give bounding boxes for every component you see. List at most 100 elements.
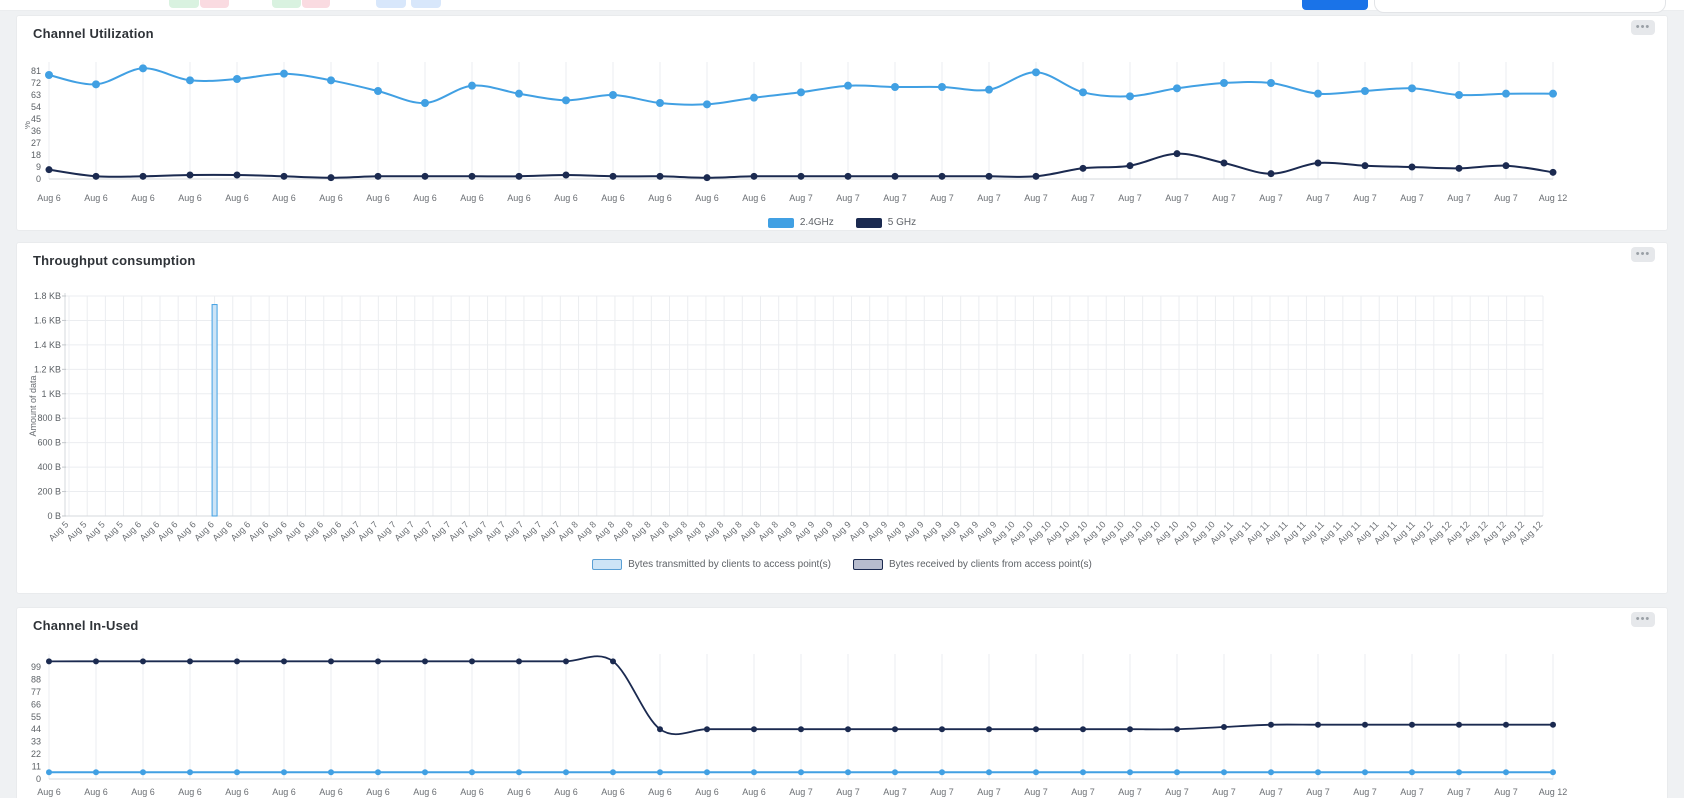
svg-text:0: 0 [36,774,41,784]
svg-text:Aug 7: Aug 7 [429,519,453,543]
svg-text:Aug 7: Aug 7 [930,193,954,203]
svg-text:44: 44 [31,724,41,734]
svg-text:Aug 6: Aug 6 [695,787,719,797]
svg-text:Aug 6: Aug 6 [178,787,202,797]
chart-legend: 2.4GHz 5 GHz [17,217,1667,228]
svg-text:Aug 7: Aug 7 [483,519,507,543]
chart-legend: Bytes transmitted by clients to access p… [17,559,1667,570]
svg-text:1.2 KB: 1.2 KB [34,364,61,374]
primary-action-button[interactable] [1302,0,1368,10]
legend-label: 5 GHz [887,217,917,228]
svg-text:800 B: 800 B [37,413,61,423]
svg-text:Aug 7: Aug 7 [1024,787,1048,797]
svg-text:Aug 6: Aug 6 [601,787,625,797]
svg-text:Aug 7: Aug 7 [930,787,954,797]
svg-text:Aug 7: Aug 7 [883,787,907,797]
legend-label: Bytes transmitted by clients to access p… [628,559,831,570]
svg-text:Aug 6: Aug 6 [319,193,343,203]
svg-text:Aug 6: Aug 6 [178,193,202,203]
svg-text:Aug 12: Aug 12 [1539,787,1568,797]
card-title: Channel Utilization [33,26,154,41]
legend-item[interactable]: Bytes transmitted by clients to access p… [592,559,831,570]
svg-text:Aug 5: Aug 5 [101,519,125,543]
svg-text:Aug 7: Aug 7 [977,193,1001,203]
svg-text:Aug 7: Aug 7 [1165,193,1189,203]
svg-text:Aug 7: Aug 7 [1165,787,1189,797]
ellipsis-menu-icon[interactable]: ••• [1631,247,1655,262]
svg-text:Aug 7: Aug 7 [447,519,471,543]
svg-text:Aug 6: Aug 6 [131,193,155,203]
svg-text:Aug 7: Aug 7 [392,519,416,543]
svg-text:Aug 5: Aug 5 [47,519,71,543]
svg-text:Aug 6: Aug 6 [272,787,296,797]
status-badge-green [272,0,301,8]
svg-text:Aug 7: Aug 7 [1071,193,1095,203]
svg-text:81: 81 [31,66,41,76]
legend-item[interactable]: Bytes received by clients from access po… [853,559,1092,570]
svg-text:Aug 7: Aug 7 [1447,787,1471,797]
legend-item[interactable]: 5 GHz [855,217,917,228]
svg-text:Aug 7: Aug 7 [520,519,544,543]
legend-swatch-icon [767,217,794,228]
svg-text:Aug 7: Aug 7 [1212,193,1236,203]
svg-text:Aug 6: Aug 6 [272,193,296,203]
svg-text:Aug 7: Aug 7 [1447,193,1471,203]
svg-text:Aug 9: Aug 9 [829,519,853,543]
svg-text:Aug 6: Aug 6 [507,787,531,797]
svg-text:1 KB: 1 KB [41,389,61,399]
svg-text:1.8 KB: 1.8 KB [34,291,61,301]
svg-text:Aug 6: Aug 6 [192,519,216,543]
svg-text:Aug 6: Aug 6 [84,193,108,203]
svg-text:72: 72 [31,78,41,88]
svg-text:9: 9 [36,162,41,172]
card-title: Channel In-Used [33,618,139,633]
svg-text:Aug 8: Aug 8 [665,519,689,543]
svg-text:Aug 6: Aug 6 [507,193,531,203]
card-channel-utilization: Channel Utilization ••• 0 9 18 27 36 45 54 63 72… [16,15,1668,231]
svg-text:Aug 6: Aug 6 [247,519,271,543]
svg-text:33: 33 [31,737,41,747]
svg-text:Aug 9: Aug 9 [847,519,871,543]
svg-text:11: 11 [32,762,41,772]
status-badge-blue [376,0,406,8]
svg-text:Aug 6: Aug 6 [301,519,325,543]
svg-text:Aug 7: Aug 7 [374,519,398,543]
svg-text:18: 18 [31,150,41,160]
throughput-consumption-chart: 0 B 200 B 400 B 600 B 800 B 1 KB 1.2 KB 1.4 KB 1… [28,291,1544,547]
status-badge-blue [411,0,441,8]
svg-text:Aug 7: Aug 7 [1400,787,1424,797]
svg-text:54: 54 [31,102,41,112]
svg-text:Aug 7: Aug 7 [1306,193,1330,203]
svg-text:Aug 7: Aug 7 [356,519,380,543]
svg-text:Aug 8: Aug 8 [702,519,726,543]
svg-text:Amount of data: Amount of data [28,375,38,436]
svg-text:Aug 7: Aug 7 [1494,193,1518,203]
svg-text:Aug 7: Aug 7 [1353,787,1377,797]
svg-text:Aug 6: Aug 6 [366,787,390,797]
legend-item[interactable]: 2.4GHz [767,217,834,228]
svg-text:0: 0 [36,174,41,184]
svg-text:Aug 8: Aug 8 [738,519,762,543]
svg-text:Aug 5: Aug 5 [65,519,89,543]
svg-text:Aug 6: Aug 6 [648,787,672,797]
svg-text:Aug 6: Aug 6 [131,787,155,797]
channel-in-used-chart: 0 11 22 33 44 55 66 77 88 99 Aug 6 Aug 6 Aug 6 Aug 6 A… [31,654,1568,797]
svg-text:Aug 6: Aug 6 [648,193,672,203]
svg-text:Aug 7: Aug 7 [465,519,489,543]
svg-text:Aug 6: Aug 6 [460,787,484,797]
card-title: Throughput consumption [33,253,196,268]
svg-text:Aug 7: Aug 7 [836,193,860,203]
svg-text:Aug 8: Aug 8 [611,519,635,543]
status-badge-pink [200,0,229,8]
ellipsis-menu-icon[interactable]: ••• [1631,612,1655,627]
ellipsis-menu-icon[interactable]: ••• [1631,20,1655,35]
toolbar-search-input[interactable] [1374,0,1666,13]
status-badge-pink [302,0,330,8]
svg-text:Aug 7: Aug 7 [1494,787,1518,797]
svg-text:27: 27 [31,138,41,148]
svg-text:Aug 7: Aug 7 [411,519,435,543]
svg-text:Aug 7: Aug 7 [1306,787,1330,797]
svg-text:Aug 9: Aug 9 [775,519,799,543]
svg-text:Aug 9: Aug 9 [920,519,944,543]
legend-label: Bytes received by clients from access po… [889,559,1092,570]
